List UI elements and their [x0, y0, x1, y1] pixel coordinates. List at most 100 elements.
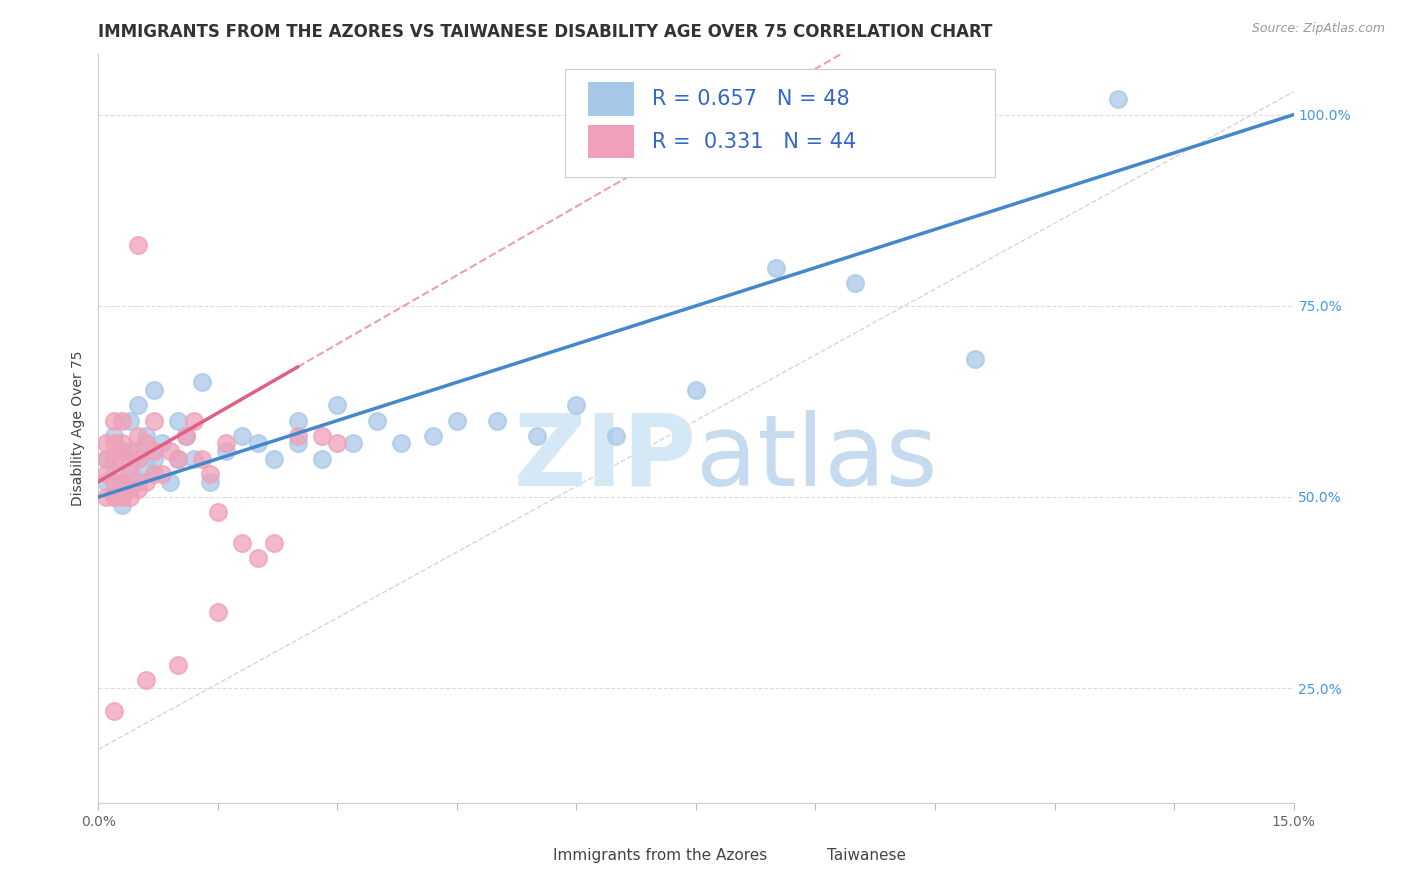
Point [111, 490, 134, 504]
Point [135, 459, 157, 474]
Text: R = 0.657   N = 48: R = 0.657 N = 48 [652, 89, 849, 109]
Point [111, 444, 134, 458]
Point [207, 505, 229, 519]
Point [231, 536, 253, 550]
Point [231, 429, 253, 443]
Point [422, 429, 444, 443]
Y-axis label: Disability Age Over 75: Disability Age Over 75 [70, 351, 84, 506]
Point [287, 429, 309, 443]
Point [207, 605, 229, 619]
Point [96, 490, 118, 504]
Point [366, 413, 388, 427]
Point [143, 413, 166, 427]
Point [526, 429, 548, 443]
FancyBboxPatch shape [565, 69, 995, 178]
Point [191, 451, 214, 466]
Point [103, 704, 125, 718]
Point [120, 413, 142, 427]
Point [263, 536, 285, 550]
FancyBboxPatch shape [510, 844, 541, 866]
Point [287, 413, 309, 427]
Point [685, 383, 707, 397]
Text: ZIP: ZIP [513, 409, 696, 507]
Text: IMMIGRANTS FROM THE AZORES VS TAIWANESE DISABILITY AGE OVER 75 CORRELATION CHART: IMMIGRANTS FROM THE AZORES VS TAIWANESE … [98, 23, 993, 41]
Point [96, 451, 118, 466]
Point [143, 451, 166, 466]
Point [174, 429, 197, 443]
Point [103, 429, 125, 443]
Text: Source: ZipAtlas.com: Source: ZipAtlas.com [1251, 22, 1385, 36]
Point [111, 475, 134, 489]
Point [167, 413, 190, 427]
FancyBboxPatch shape [789, 844, 820, 866]
Point [167, 451, 190, 466]
Point [127, 444, 149, 458]
Point [120, 467, 142, 481]
Point [287, 436, 309, 450]
Point [127, 483, 149, 497]
Point [167, 658, 190, 673]
Point [765, 260, 787, 275]
FancyBboxPatch shape [589, 125, 634, 159]
Point [103, 475, 125, 489]
Point [311, 451, 333, 466]
Point [103, 490, 125, 504]
Point [103, 413, 125, 427]
Point [198, 467, 221, 481]
Text: atlas: atlas [696, 409, 938, 507]
Point [96, 451, 118, 466]
Point [844, 276, 866, 290]
Point [215, 444, 238, 458]
Point [183, 413, 205, 427]
Point [167, 451, 190, 466]
Point [565, 398, 588, 412]
Point [1107, 92, 1129, 106]
Point [389, 436, 412, 450]
Point [111, 475, 134, 489]
Point [120, 444, 142, 458]
Point [96, 475, 118, 489]
Point [143, 444, 166, 458]
Point [103, 490, 125, 504]
Point [96, 436, 118, 450]
Point [963, 352, 986, 367]
Point [120, 490, 142, 504]
Text: R =  0.331   N = 44: R = 0.331 N = 44 [652, 131, 856, 152]
Point [103, 436, 125, 450]
Point [183, 451, 205, 466]
Point [111, 451, 134, 466]
Point [143, 383, 166, 397]
Point [96, 467, 118, 481]
Point [143, 467, 166, 481]
Point [326, 436, 349, 450]
Point [135, 475, 157, 489]
Point [326, 398, 349, 412]
Point [159, 475, 181, 489]
Point [198, 475, 221, 489]
FancyBboxPatch shape [589, 82, 634, 116]
Point [311, 429, 333, 443]
Point [150, 467, 173, 481]
Point [215, 436, 238, 450]
Point [159, 444, 181, 458]
Point [127, 475, 149, 489]
Point [111, 413, 134, 427]
Text: Taiwanese: Taiwanese [827, 847, 907, 863]
Point [135, 429, 157, 443]
Point [127, 398, 149, 412]
Point [127, 237, 149, 252]
Point [111, 436, 134, 450]
Point [127, 451, 149, 466]
Point [246, 551, 269, 566]
Point [150, 436, 173, 450]
Point [103, 451, 125, 466]
Point [605, 429, 627, 443]
Point [120, 483, 142, 497]
Point [342, 436, 364, 450]
Point [174, 429, 197, 443]
Point [246, 436, 269, 450]
Point [127, 429, 149, 443]
Point [111, 498, 134, 512]
Text: Immigrants from the Azores: Immigrants from the Azores [553, 847, 766, 863]
Point [103, 467, 125, 481]
